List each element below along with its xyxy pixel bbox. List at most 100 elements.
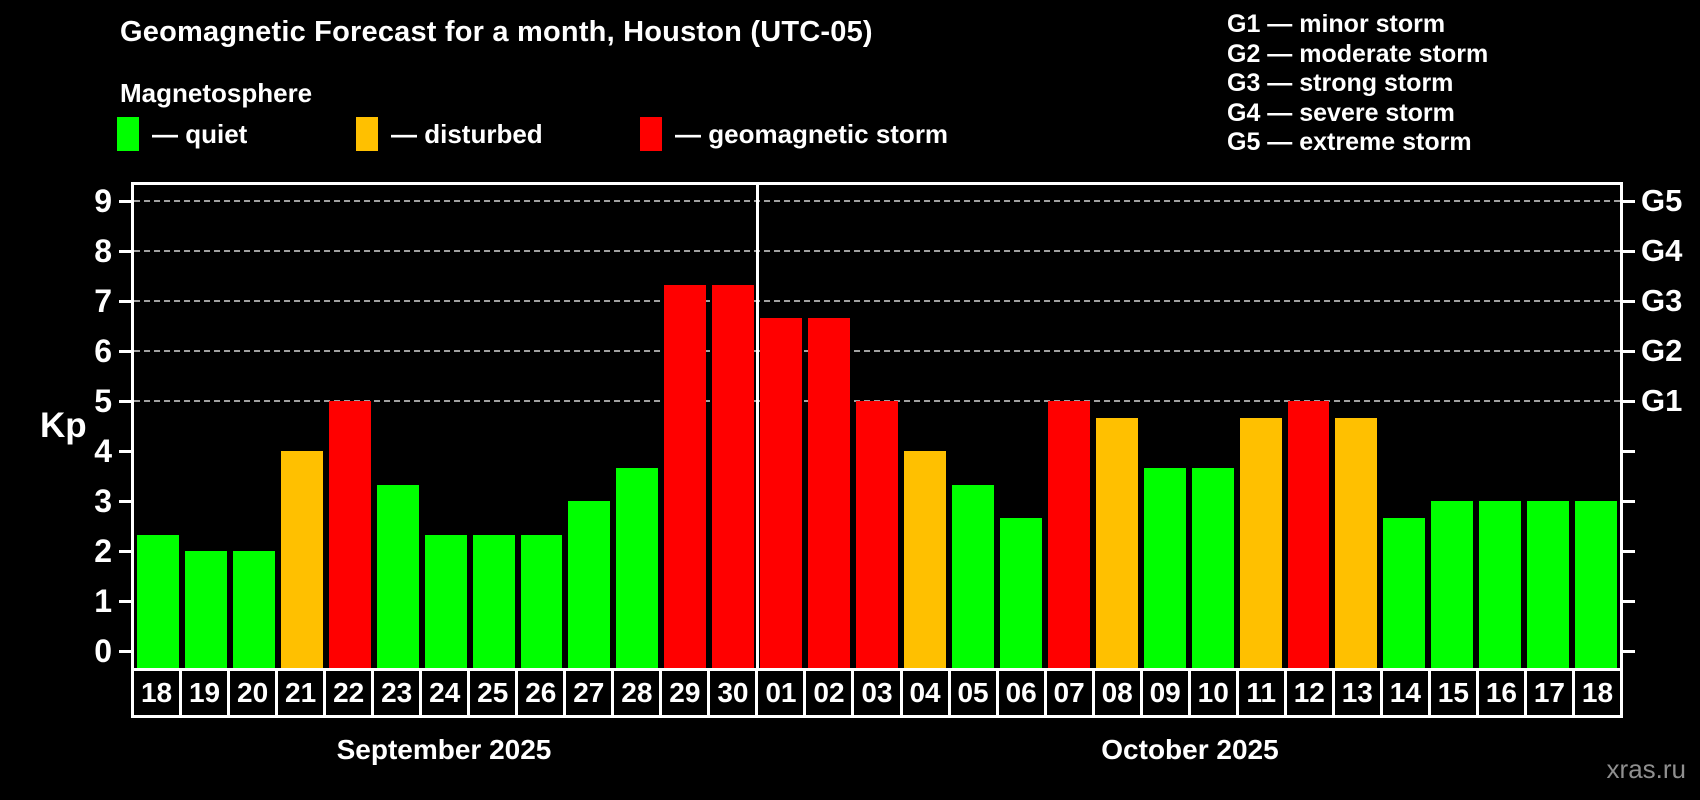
bar-column-28	[613, 185, 661, 668]
kp-bar	[951, 484, 994, 668]
right-axis-label-g4: G4	[1641, 233, 1683, 268]
day-label: 24	[422, 671, 471, 715]
kp-bar	[1383, 517, 1426, 668]
y-tick-label-6: 6	[94, 333, 112, 369]
day-label: 20	[230, 671, 279, 715]
kp-bar	[232, 551, 275, 668]
day-label: 26	[518, 671, 567, 715]
y-tick-label-7: 7	[94, 283, 112, 319]
y-tick-label-2: 2	[94, 533, 112, 569]
day-label: 18	[134, 671, 183, 715]
day-label: 14	[1383, 671, 1431, 715]
bar-column-09	[1141, 185, 1189, 668]
bar-column-05	[949, 185, 997, 668]
kp-bar	[137, 534, 179, 668]
plot-area	[131, 182, 1623, 668]
kp-bar	[280, 451, 323, 668]
y-tick-label-9: 9	[94, 183, 112, 219]
day-label: 17	[1527, 671, 1575, 715]
bar-column-08	[1093, 185, 1141, 668]
legend-item-storm: — geomagnetic storm	[640, 116, 948, 152]
day-label: 23	[374, 671, 423, 715]
bar-column-01	[757, 185, 805, 668]
bar-column-23	[374, 185, 422, 668]
day-label: 18	[1581, 677, 1614, 708]
y-tick-label-0: 0	[94, 633, 112, 669]
kp-bar	[1431, 501, 1474, 668]
bar-column-17	[1524, 185, 1572, 668]
watermark: xras.ru	[1606, 754, 1686, 784]
bar-column-24	[422, 185, 470, 668]
bar-column-30	[709, 185, 757, 668]
left-tick	[119, 400, 131, 403]
bar-column-11	[1237, 185, 1285, 668]
bar-column-19	[182, 185, 230, 668]
bar-column-14	[1380, 185, 1428, 668]
right-axis-label-g5: G5	[1641, 183, 1683, 218]
legend-label-storm: — geomagnetic storm	[675, 118, 949, 149]
day-label: 12	[1287, 671, 1335, 715]
left-tick	[119, 450, 131, 453]
right-tick	[1623, 450, 1635, 453]
bar-column-29	[661, 185, 709, 668]
right-axis-label-g2: G2	[1641, 333, 1683, 368]
left-tick	[119, 300, 131, 303]
right-tick	[1623, 250, 1635, 253]
legend-label-quiet: — quiet	[152, 118, 248, 149]
chart-subtitle: Magnetosphere	[120, 78, 313, 108]
kp-bar	[520, 534, 563, 668]
storm-scale-legend: G1 — minor storm G2 — moderate storm G3 …	[1227, 10, 1488, 158]
month-label-october: October 2025	[1101, 734, 1279, 765]
bar-column-15	[1428, 185, 1476, 668]
right-tick	[1623, 500, 1635, 503]
kp-bar	[1143, 467, 1186, 668]
day-label: 05	[951, 671, 999, 715]
right-tick	[1623, 650, 1635, 653]
kp-bar	[760, 317, 803, 668]
bar-column-07	[1045, 185, 1093, 668]
bar-column-02	[805, 185, 853, 668]
bar-column-13	[1332, 185, 1380, 668]
left-tick	[119, 250, 131, 253]
kp-bar	[1335, 417, 1378, 668]
kp-bar	[808, 317, 851, 668]
left-tick	[119, 350, 131, 353]
disturbed-color-swatch	[356, 117, 378, 151]
kp-bar	[1239, 417, 1282, 668]
kp-bar	[616, 467, 659, 668]
left-tick	[119, 600, 131, 603]
day-label: 13	[1335, 671, 1383, 715]
kp-bar	[1191, 467, 1234, 668]
bar-column-26	[518, 185, 566, 668]
right-tick	[1623, 350, 1635, 353]
bar-column-21	[278, 185, 326, 668]
bar-column-18	[1572, 185, 1620, 668]
gridline-kp-8	[134, 250, 1620, 252]
kp-bar	[999, 517, 1042, 668]
kp-bar	[1575, 501, 1618, 668]
y-tick-label-8: 8	[94, 233, 112, 269]
kp-bar	[328, 401, 371, 668]
bar-column-25	[470, 185, 518, 668]
bar-column-06	[997, 185, 1045, 668]
day-label: 25	[470, 671, 519, 715]
day-label: 04	[903, 671, 951, 715]
day-label: 09	[1143, 671, 1191, 715]
right-tick	[1623, 200, 1635, 203]
kp-bar	[1527, 501, 1570, 668]
gridline-kp-6	[134, 350, 1620, 352]
legend-item-disturbed: — disturbed	[356, 116, 543, 152]
kp-bar	[856, 401, 898, 668]
month-label-september: September 2025	[336, 734, 552, 765]
kp-bar	[1479, 501, 1522, 668]
y-axis-title: Kp	[40, 406, 87, 445]
kp-bar	[376, 484, 419, 668]
month-separator-line	[755, 185, 759, 668]
left-tick	[119, 500, 131, 503]
bar-column-03	[853, 185, 901, 668]
x-axis-day-labels: 18 19 20 21 22 23 24 25 26 27 28 29 30 01 02 03 04 05 06 07…	[131, 668, 1623, 718]
bar-column-18	[134, 185, 182, 668]
day-label: 28	[614, 671, 663, 715]
gridline-kp-9	[134, 200, 1620, 202]
legend-item-quiet: — quiet	[117, 116, 247, 152]
